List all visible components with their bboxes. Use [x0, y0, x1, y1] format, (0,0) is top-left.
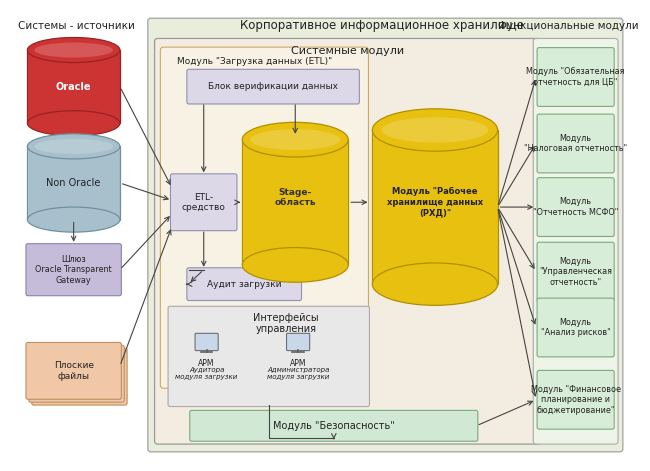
- FancyBboxPatch shape: [537, 298, 614, 357]
- Ellipse shape: [242, 122, 348, 157]
- Bar: [28, 50, 120, 123]
- FancyBboxPatch shape: [187, 69, 359, 104]
- Text: Интерфейсы
управления: Интерфейсы управления: [254, 313, 319, 334]
- FancyBboxPatch shape: [533, 39, 618, 444]
- Bar: [242, 139, 348, 265]
- FancyBboxPatch shape: [187, 268, 302, 300]
- Ellipse shape: [382, 117, 488, 143]
- Ellipse shape: [242, 248, 348, 282]
- FancyBboxPatch shape: [29, 345, 124, 402]
- Bar: [27, 146, 120, 219]
- Bar: [27, 50, 120, 123]
- Ellipse shape: [27, 111, 120, 136]
- FancyBboxPatch shape: [155, 39, 541, 444]
- Text: Администратора
модуля загрузки: Администратора модуля загрузки: [267, 367, 330, 380]
- Text: ETL-
средство: ETL- средство: [182, 193, 226, 212]
- Ellipse shape: [34, 139, 113, 154]
- Text: Модуль "Рабочее
хранилище данных
(РХД)": Модуль "Рабочее хранилище данных (РХД)": [387, 187, 483, 217]
- Ellipse shape: [34, 42, 113, 57]
- Ellipse shape: [250, 129, 341, 150]
- Text: Аудит загрузки: Аудит загрузки: [207, 280, 281, 289]
- Bar: [28, 147, 120, 219]
- FancyBboxPatch shape: [26, 244, 122, 296]
- FancyBboxPatch shape: [537, 114, 614, 173]
- Text: Корпоративное информационное хранилище: Корпоративное информационное хранилище: [240, 19, 524, 32]
- FancyBboxPatch shape: [287, 333, 309, 350]
- Text: Функциональные модули: Функциональные модули: [498, 21, 638, 31]
- FancyBboxPatch shape: [537, 48, 614, 106]
- FancyBboxPatch shape: [190, 410, 478, 441]
- Text: Системы - источники: Системы - источники: [18, 21, 135, 31]
- FancyBboxPatch shape: [161, 47, 369, 388]
- Text: Модуль "Загрузка данных (ETL)": Модуль "Загрузка данных (ETL)": [177, 57, 332, 66]
- Bar: [372, 130, 498, 284]
- Text: Плоские
файлы: Плоские файлы: [54, 361, 94, 381]
- Ellipse shape: [27, 207, 120, 232]
- Text: АРМ: АРМ: [290, 358, 306, 368]
- FancyBboxPatch shape: [537, 178, 614, 236]
- Text: Шлюз
Oracle Transparent
Gateway: Шлюз Oracle Transparent Gateway: [35, 255, 112, 284]
- Ellipse shape: [372, 109, 498, 151]
- Text: Модуль
"Отчетность МСФО": Модуль "Отчетность МСФО": [533, 197, 618, 217]
- Text: Oracle: Oracle: [56, 81, 92, 92]
- FancyBboxPatch shape: [537, 242, 614, 301]
- Text: Stage-
область: Stage- область: [274, 188, 316, 207]
- Bar: [242, 140, 348, 264]
- Text: Модуль
"Управленческая
отчетность": Модуль "Управленческая отчетность": [539, 257, 612, 286]
- Text: Non Oracle: Non Oracle: [46, 178, 101, 188]
- Ellipse shape: [372, 263, 498, 305]
- FancyBboxPatch shape: [170, 174, 237, 231]
- Text: Модуль "Безопасность": Модуль "Безопасность": [273, 421, 395, 431]
- Text: Модуль
"Анализ рисков": Модуль "Анализ рисков": [541, 318, 610, 337]
- Ellipse shape: [27, 134, 120, 159]
- FancyBboxPatch shape: [148, 18, 623, 452]
- FancyBboxPatch shape: [168, 306, 369, 406]
- Text: Блок верификации данных: Блок верификации данных: [208, 82, 338, 91]
- Text: Аудитора
модуля загрузки: Аудитора модуля загрузки: [176, 367, 238, 380]
- FancyBboxPatch shape: [32, 348, 127, 405]
- FancyBboxPatch shape: [26, 342, 122, 399]
- Ellipse shape: [27, 38, 120, 63]
- Bar: [372, 130, 497, 284]
- Text: Системные модули: Системные модули: [291, 46, 404, 56]
- Text: Модуль "Обязательная
отчетность для ЦБ": Модуль "Обязательная отчетность для ЦБ": [526, 67, 625, 87]
- Text: Модуль "Финансовое
планирование и
бюджетирование": Модуль "Финансовое планирование и бюджет…: [530, 385, 621, 414]
- Text: АРМ: АРМ: [198, 358, 215, 368]
- FancyBboxPatch shape: [195, 333, 218, 350]
- FancyBboxPatch shape: [537, 370, 614, 429]
- Text: Модуль
"Налоговая отчетность": Модуль "Налоговая отчетность": [524, 134, 627, 153]
